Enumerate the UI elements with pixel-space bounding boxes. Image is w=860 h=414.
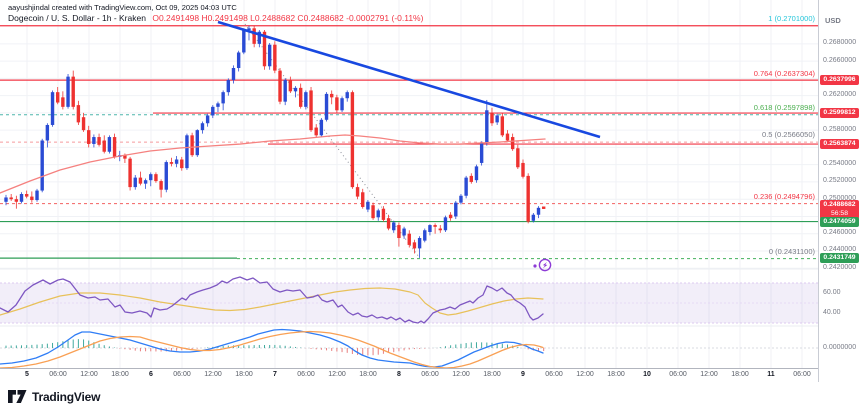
- time-label-hour: 18:00: [731, 371, 749, 378]
- time-label-hour: 06:00: [793, 371, 811, 378]
- rsi-axis-label: 40.00: [823, 308, 841, 316]
- time-label-hour: 18:00: [483, 371, 501, 378]
- time-label-hour: 06:00: [669, 371, 687, 378]
- symbol-title: Dogecoin / U. S. Dollar - 1h - Kraken: [8, 13, 146, 23]
- chart-plot-area[interactable]: [0, 0, 818, 368]
- price-line-tag: 0.2431749: [820, 253, 859, 264]
- time-label-day: 5: [25, 371, 29, 378]
- macd-axis-label: 0.0000000: [823, 343, 857, 351]
- price-axis-label: 0.2420000: [823, 263, 857, 271]
- time-label-day: 10: [643, 371, 651, 378]
- ohlc-readout: O0.2491498 H0.2491498 L0.2488682 C0.2488…: [152, 13, 424, 23]
- macd-signal-line: [0, 330, 544, 368]
- time-label-hour: 12:00: [452, 371, 470, 378]
- currency-label: USD: [825, 16, 841, 25]
- time-label-hour: 12:00: [204, 371, 222, 378]
- time-label-day: 11: [767, 371, 775, 378]
- rsi-band: [0, 282, 818, 324]
- time-label-hour: 06:00: [49, 371, 67, 378]
- price-line-tag: 0.2599812: [820, 108, 859, 119]
- price-axis-label: 0.2540000: [823, 160, 857, 168]
- tradingview-logo-text: TradingView: [32, 389, 101, 404]
- price-axis-label: 0.2660000: [823, 56, 857, 64]
- time-label-day: 8: [397, 371, 401, 378]
- symbol-ohlc-line: Dogecoin / U. S. Dollar - 1h - Kraken O0…: [8, 13, 423, 23]
- rsi-ma-line: [0, 287, 544, 316]
- time-label-hour: 12:00: [328, 371, 346, 378]
- descending-trendline: [217, 20, 601, 139]
- rsi-axis-label: 60.00: [823, 288, 841, 296]
- current-price-tag: 0.2488682 56:58: [820, 200, 859, 220]
- rsi-line: [0, 276, 544, 324]
- price-ma-line: [0, 134, 546, 194]
- price-axis-label: 0.2680000: [823, 39, 857, 47]
- price-line-tag: 0.2474059: [820, 216, 859, 227]
- time-label-hour: 06:00: [297, 371, 315, 378]
- candles-layer: [4, 25, 546, 258]
- price-axis-label: 0.2580000: [823, 125, 857, 133]
- time-label-day: 9: [521, 371, 525, 378]
- time-label-hour: 06:00: [173, 371, 191, 378]
- price-line-tag: 0.2563874: [820, 139, 859, 150]
- time-label-hour: 06:00: [545, 371, 563, 378]
- macd-line: [0, 328, 544, 368]
- lightning-sticker-icon[interactable]: [532, 256, 554, 274]
- time-label-day: 6: [149, 371, 153, 378]
- attribution-text: aayushjindal created with TradingView.co…: [8, 3, 237, 12]
- time-label-hour: 06:00: [421, 371, 439, 378]
- price-axis-label: 0.2620000: [823, 91, 857, 99]
- time-axis[interactable]: 5 06:00 12:00 18:00 6 06:00 12:00 18:00 7 06:00 12…: [0, 368, 818, 383]
- time-label-day: 7: [273, 371, 277, 378]
- tradingview-logo[interactable]: TradingView: [8, 389, 100, 404]
- time-label-hour: 12:00: [576, 371, 594, 378]
- price-axis-label: 0.2500000: [823, 194, 857, 202]
- price-axis-label: 0.2460000: [823, 229, 857, 237]
- price-axis-label: 0.2440000: [823, 246, 857, 254]
- time-label-hour: 12:00: [700, 371, 718, 378]
- time-label-hour: 18:00: [359, 371, 377, 378]
- time-label-hour: 18:00: [111, 371, 129, 378]
- macd-histogram: [5, 339, 545, 356]
- time-label-hour: 12:00: [80, 371, 98, 378]
- time-label-hour: 18:00: [607, 371, 625, 378]
- price-axis-label: 0.2520000: [823, 177, 857, 185]
- price-line-tag: 0.2637996: [820, 75, 859, 86]
- tradingview-logo-icon: [8, 390, 27, 403]
- time-label-hour: 18:00: [235, 371, 253, 378]
- price-axis[interactable]: USD 0.2680000 0.2660000 0.2620000 0.2580000…: [818, 0, 860, 382]
